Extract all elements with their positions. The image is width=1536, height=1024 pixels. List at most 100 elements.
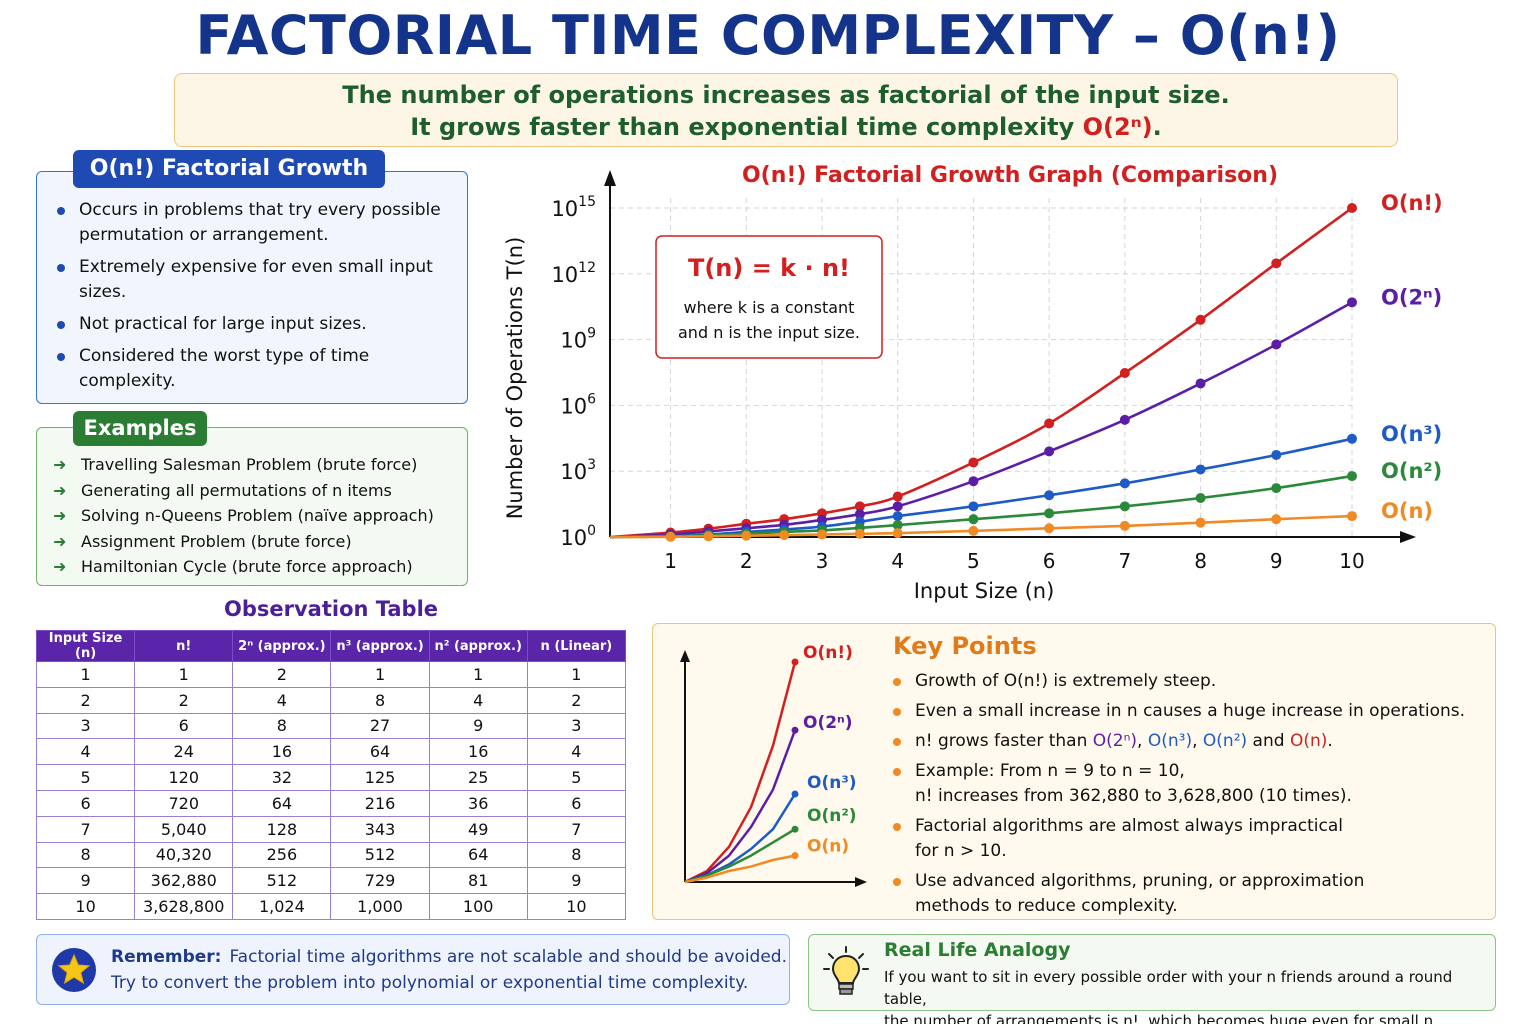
formula-note-line-2: and n is the input size. [678,323,860,342]
table-cell: 1,000 [330,893,430,920]
mini-data-point [791,825,799,833]
y-tick-label: 1015 [551,194,596,221]
table-header-cell: 2ⁿ (approx.) [232,630,332,662]
data-point [892,528,903,539]
series-label: O(n³) [1381,422,1442,446]
table-cell: 120 [134,764,234,791]
mini-series-label: O(n!) [803,644,853,663]
analogy-line-2: the number of arrangements is n!, which … [884,1012,1438,1024]
key-point-o2n: O(2ⁿ) [1092,731,1138,751]
arrow-right-icon: ➜ [53,557,67,576]
data-point [1119,520,1130,531]
y-tick-label: 106 [560,391,596,418]
table-cell: 5 [35,764,136,791]
data-point [1347,203,1357,213]
table-row: 10 3,628,800 1,024 1,000 100 10 [35,893,627,920]
data-point [1271,483,1282,494]
table-header-cell: n! [134,630,234,662]
remember-line-1: Remember: Factorial time algorithms are n… [111,944,787,970]
mini-data-point [791,852,799,860]
series-label: O(n) [1381,499,1433,523]
table-cell: 10 [35,893,136,920]
data-point [665,531,676,542]
data-point [1195,378,1206,389]
table-cell: 343 [330,815,430,843]
data-point [1044,508,1055,519]
table-cell: 8 [526,841,627,869]
y-tick-label: 109 [560,326,596,353]
x-tick-label: 3 [816,549,829,573]
y-tick-exponent: 6 [587,391,596,407]
data-point [854,501,865,512]
key-point-text: n! grows faster than [915,731,1093,751]
data-point [1271,258,1282,269]
table-cell: 10 [526,893,627,920]
y-tick-base: 10 [560,394,587,418]
data-point [703,531,714,542]
table-cell: 729 [330,867,430,895]
growth-panel-title: O(n!) Factorial Growth [73,150,385,188]
x-tick-label: 1 [664,549,677,573]
key-point-line: Use advanced algorithms, pruning, or app… [915,871,1365,891]
mini-series-line [684,661,797,884]
key-points-title: Key Points [893,632,1037,660]
table-cell: 256 [232,841,332,869]
table-cell: 16 [428,738,528,766]
table-cell: 9 [428,712,528,740]
y-tick-base: 10 [560,460,587,484]
formula-note-line-1: where k is a constant [684,298,855,317]
y-tick-base: 10 [551,197,578,221]
key-point-line: n! increases from 362,880 to 3,628,800 (… [915,786,1352,806]
table-cell: 27 [330,712,430,740]
remember-line-1-text: Factorial time algorithms are not scalab… [229,947,787,967]
table-row: 4 24 16 64 16 4 [35,738,627,766]
data-point [1044,418,1055,429]
mini-series-label: O(n³) [807,773,857,793]
formula-box [655,235,883,359]
table-cell: 81 [428,867,528,895]
key-point: Factorial algorithms are almost always i… [893,814,1483,864]
examples-title: Examples [73,411,207,446]
key-point-on3: O(n³) [1147,731,1193,751]
key-point-line: Example: From n = 9 to n = 10, [915,761,1185,781]
data-point [817,529,827,540]
y-tick-label: 103 [560,457,596,484]
mini-series-label: O(n²) [807,806,857,826]
table-cell: 32 [232,764,332,791]
table-cell: 720 [134,789,234,817]
remember-label: Remember: [111,947,222,967]
table-cell: 362,880 [134,867,234,895]
data-point [1271,514,1282,525]
data-point [1119,478,1130,489]
data-point [1119,501,1130,512]
example-text: Solving n-Queens Problem (naïve approach… [81,506,434,525]
analogy-title: Real Life Analogy [884,939,1071,961]
key-point-sep: , [1137,731,1148,751]
table-cell: 6 [134,712,234,740]
table-cell: 512 [232,867,332,895]
x-tick-label: 2 [740,549,753,573]
table-row: 3 6 8 27 9 3 [35,712,627,740]
key-point-end: . [1327,731,1333,751]
data-point [892,491,903,502]
subtitle-line-2-text: It grows faster than exponential time co… [410,113,1083,141]
table-cell: 8 [35,841,136,869]
table-row: 6 720 64 216 36 6 [35,789,627,817]
table-cell: 7 [35,815,136,843]
table-header-row: Input Size (n) n! 2ⁿ (approx.) n³ (approx.)… [35,630,627,662]
table-cell: 64 [330,738,430,766]
example-item: ➜ Travelling Salesman Problem (brute forc… [53,452,434,478]
table-cell: 4 [526,738,627,766]
lightbulb-icon [823,946,869,995]
arrow-right-icon: ➜ [53,531,67,551]
subtitle-box: The number of operations increases as fa… [174,73,1398,147]
x-tick-label: 8 [1194,549,1207,573]
y-tick-label: 1012 [551,260,596,287]
mini-data-point [791,726,799,734]
data-point [1044,490,1055,501]
data-point [1195,517,1206,528]
y-tick-base: 10 [560,526,587,550]
table-row: 5 120 32 125 25 5 [35,764,627,791]
table-cell: 9 [35,867,136,895]
